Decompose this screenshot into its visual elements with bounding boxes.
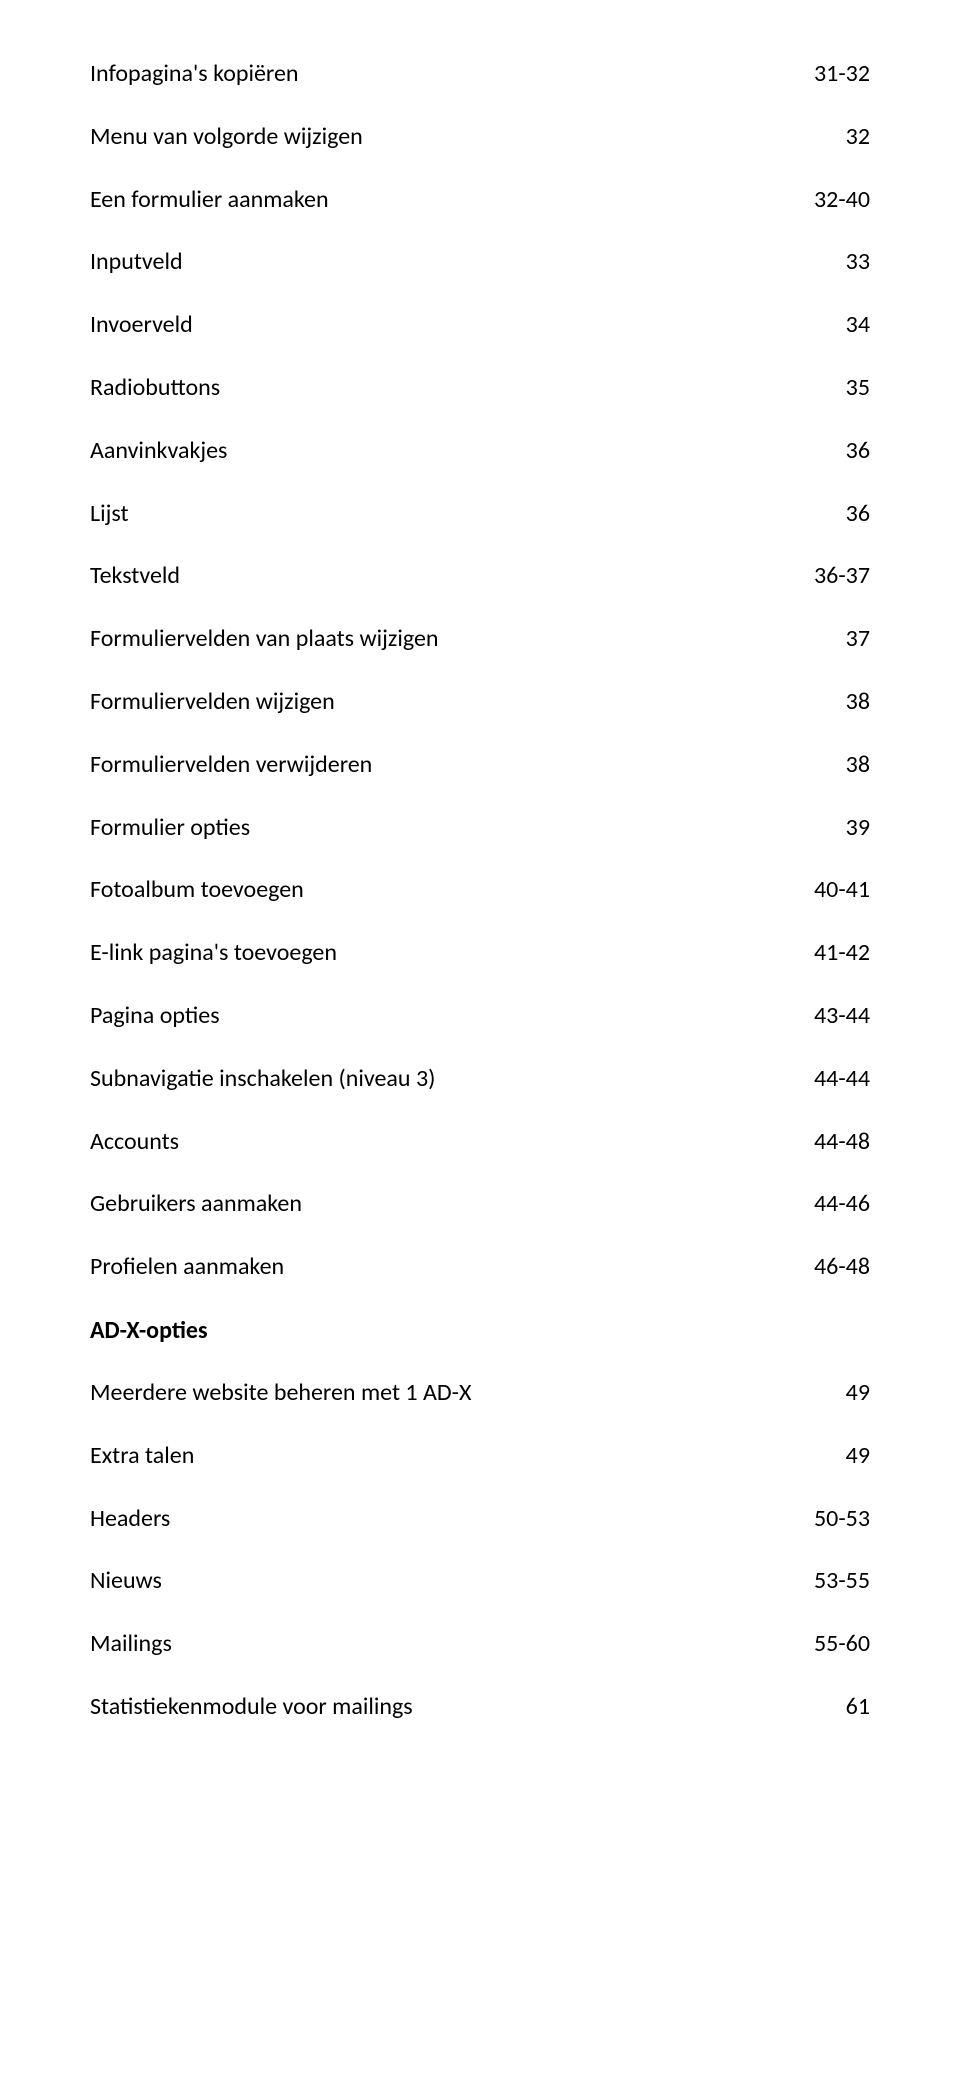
toc-row: Meerdere website beheren met 1 AD-X 49: [90, 1379, 870, 1408]
toc-label: Aanvinkvakjes: [90, 437, 846, 466]
toc-pages: 40-41: [814, 876, 870, 905]
toc-pages: 61: [846, 1693, 870, 1722]
toc-label: Pagina opties: [90, 1002, 814, 1031]
toc-row: Statistiekenmodule voor mailings 61: [90, 1693, 870, 1722]
toc-pages: 43-44: [814, 1002, 870, 1031]
toc-row: Formuliervelden van plaats wijzigen 37: [90, 625, 870, 654]
toc-label: Meerdere website beheren met 1 AD-X: [90, 1379, 846, 1408]
toc-pages: 44-48: [814, 1128, 870, 1157]
toc-pages: 36-37: [814, 562, 870, 591]
section-heading: AD-X-opties: [90, 1316, 870, 1345]
toc-row: Extra talen 49: [90, 1442, 870, 1471]
toc-label: Een formulier aanmaken: [90, 186, 814, 215]
toc-pages: 35: [846, 374, 870, 403]
toc-row: Gebruikers aanmaken 44-46: [90, 1190, 870, 1219]
toc-label: Invoerveld: [90, 311, 846, 340]
toc-pages: 32: [846, 123, 870, 152]
toc-row: Pagina opties 43-44: [90, 1002, 870, 1031]
toc-row: Profielen aanmaken 46-48: [90, 1253, 870, 1282]
toc-pages: 32-40: [814, 186, 870, 215]
toc-label: Radiobuttons: [90, 374, 846, 403]
toc-pages: 34: [846, 311, 870, 340]
toc-pages: 44-44: [814, 1065, 870, 1094]
toc-pages: 36: [846, 437, 870, 466]
toc-row: Nieuws 53-55: [90, 1567, 870, 1596]
toc-pages: 41-42: [814, 939, 870, 968]
toc-label: Formuliervelden wijzigen: [90, 688, 846, 717]
document-page: Infopagina's kopiëren 31-32 Menu van vol…: [0, 0, 960, 1816]
toc-row: Aanvinkvakjes 36: [90, 437, 870, 466]
toc-pages: 49: [846, 1442, 870, 1471]
toc-label: Headers: [90, 1505, 814, 1534]
toc-row: E-link pagina's toevoegen 41-42: [90, 939, 870, 968]
toc-row: Accounts 44-48: [90, 1128, 870, 1157]
toc-label: Tekstveld: [90, 562, 814, 591]
toc-row: Formulier opties 39: [90, 814, 870, 843]
toc-row: Inputveld 33: [90, 248, 870, 277]
toc-row: Mailings 55-60: [90, 1630, 870, 1659]
toc-pages: 37: [846, 625, 870, 654]
toc-row: Headers 50-53: [90, 1505, 870, 1534]
toc-label: Menu van volgorde wijzigen: [90, 123, 846, 152]
toc-label: Formulier opties: [90, 814, 846, 843]
toc-pages: 44-46: [814, 1190, 870, 1219]
toc-row: Menu van volgorde wijzigen 32: [90, 123, 870, 152]
toc-label: Extra talen: [90, 1442, 846, 1471]
toc-row: Lijst 36: [90, 500, 870, 529]
toc-row: Invoerveld 34: [90, 311, 870, 340]
toc-pages: 46-48: [814, 1253, 870, 1282]
toc-label: Formuliervelden verwijderen: [90, 751, 846, 780]
toc-label: Accounts: [90, 1128, 814, 1157]
toc-row: Formuliervelden verwijderen 38: [90, 751, 870, 780]
toc-label: Profielen aanmaken: [90, 1253, 814, 1282]
toc-pages: 38: [846, 751, 870, 780]
toc-pages: 38: [846, 688, 870, 717]
toc-row: Subnavigatie inschakelen (niveau 3) 44-4…: [90, 1065, 870, 1094]
toc-label: Subnavigatie inschakelen (niveau 3): [90, 1065, 814, 1094]
toc-pages: 39: [846, 814, 870, 843]
toc-label: Statistiekenmodule voor mailings: [90, 1693, 846, 1722]
toc-row: Fotoalbum toevoegen 40-41: [90, 876, 870, 905]
toc-pages: 50-53: [814, 1505, 870, 1534]
toc-label: Fotoalbum toevoegen: [90, 876, 814, 905]
toc-pages: 31-32: [814, 60, 870, 89]
toc-pages: 53-55: [814, 1567, 870, 1596]
toc-pages: 49: [846, 1379, 870, 1408]
toc-label: Formuliervelden van plaats wijzigen: [90, 625, 846, 654]
toc-row: Formuliervelden wijzigen 38: [90, 688, 870, 717]
toc-pages: 55-60: [814, 1630, 870, 1659]
toc-label: Inputveld: [90, 248, 846, 277]
toc-pages: 36: [846, 500, 870, 529]
toc-pages: 33: [846, 248, 870, 277]
toc-label: Gebruikers aanmaken: [90, 1190, 814, 1219]
toc-row: Infopagina's kopiëren 31-32: [90, 60, 870, 89]
toc-label: Nieuws: [90, 1567, 814, 1596]
toc-label: Lijst: [90, 500, 846, 529]
toc-row: Een formulier aanmaken 32-40: [90, 186, 870, 215]
toc-row: Tekstveld 36-37: [90, 562, 870, 591]
toc-row: Radiobuttons 35: [90, 374, 870, 403]
toc-label: E-link pagina's toevoegen: [90, 939, 814, 968]
toc-label: Mailings: [90, 1630, 814, 1659]
toc-label: Infopagina's kopiëren: [90, 60, 814, 89]
